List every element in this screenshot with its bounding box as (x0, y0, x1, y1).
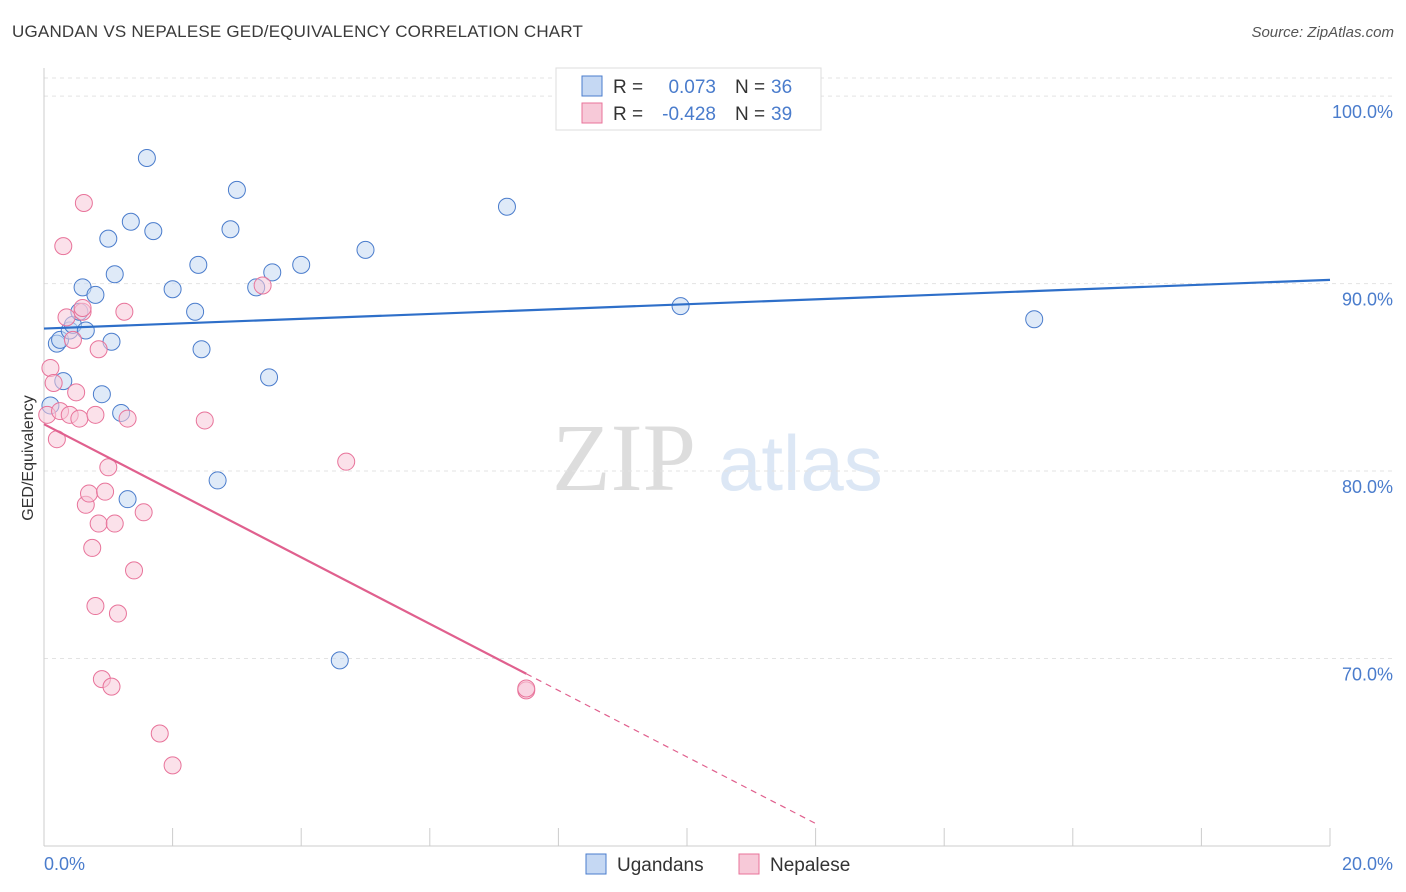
point-ugandans-32 (497, 197, 516, 216)
legend-swatch-nepalese (581, 102, 603, 124)
series-legend-label-nepalese: Nepalese (770, 855, 850, 876)
point-nepalese-2 (44, 373, 63, 392)
point-nepalese-13 (74, 193, 93, 212)
watermark-atlas: atlas (718, 419, 883, 507)
point-nepalese-31 (150, 724, 169, 743)
trend-line-nepalese-extension (525, 673, 816, 825)
point-ugandans-23 (208, 471, 227, 490)
legend-r-value-ugandans: 0.073 (668, 77, 716, 98)
point-nepalese-32 (163, 756, 182, 775)
point-ugandans-27 (260, 368, 279, 387)
point-nepalese-33 (195, 411, 214, 430)
y-tick-label-80: 80.0% (1342, 477, 1393, 497)
point-nepalese-16 (83, 538, 102, 557)
watermark-zip: ZIP (552, 404, 696, 511)
legend-r-value-nepalese: -0.428 (662, 104, 716, 125)
y-tick-label-90: 90.0% (1342, 290, 1393, 310)
point-nepalese-10 (70, 409, 89, 428)
point-ugandans-11 (99, 229, 118, 248)
legend-swatch-ugandans (581, 75, 603, 97)
point-ugandans-25 (227, 180, 246, 199)
series-legend-label-ugandans: Ugandans (617, 855, 704, 876)
point-ugandans-19 (163, 280, 182, 299)
point-ugandans-20 (186, 302, 205, 321)
gridlines (44, 77, 1393, 660)
x-tick-label-min: 0.0% (44, 854, 85, 874)
point-nepalese-30 (134, 503, 153, 522)
point-nepalese-6 (57, 308, 76, 327)
point-nepalese-29 (125, 561, 144, 580)
point-nepalese-8 (63, 330, 82, 349)
y-axis-label: GED/Equivalency (20, 395, 37, 520)
point-nepalese-27 (115, 302, 134, 321)
point-nepalese-25 (105, 514, 124, 533)
trend-lines (43, 278, 1331, 825)
point-ugandans-31 (356, 240, 375, 259)
point-ugandans-34 (1025, 310, 1044, 329)
point-ugandans-21 (189, 255, 208, 274)
point-ugandans-16 (121, 212, 140, 231)
point-nepalese-1 (41, 358, 60, 377)
point-ugandans-30 (330, 651, 349, 670)
stats-legend: R = 0.073 N = 36 R = -0.428 N = 39 (555, 67, 822, 131)
legend-n-value-ugandans: 36 (771, 77, 792, 98)
point-nepalese-9 (67, 383, 86, 402)
x-axis-ticks (43, 828, 1331, 846)
point-nepalese-26 (108, 604, 127, 623)
series-legend-swatch-nepalese (738, 853, 760, 875)
trend-line-ugandans (43, 278, 1331, 330)
watermark: ZIP atlas (552, 404, 883, 511)
point-nepalese-28 (118, 409, 137, 428)
point-nepalese-24 (102, 677, 121, 696)
point-ugandans-17 (137, 148, 156, 167)
legend-r-label-2: R = (613, 104, 643, 125)
point-ugandans-28 (263, 263, 282, 282)
legend-n-label: N = (735, 77, 765, 98)
y-tick-label-100: 100.0% (1332, 102, 1393, 122)
point-ugandans-33 (671, 297, 690, 316)
point-ugandans-29 (292, 255, 311, 274)
point-nepalese-12 (73, 298, 92, 317)
series-legend-swatch-ugandans (585, 853, 607, 875)
point-nepalese-5 (54, 237, 73, 256)
point-nepalese-23 (99, 458, 118, 477)
point-ugandans-10 (92, 385, 111, 404)
trend-line-nepalese (43, 423, 527, 675)
point-ugandans-15 (118, 490, 137, 509)
point-ugandans-24 (221, 220, 240, 239)
point-nepalese-22 (96, 482, 115, 501)
point-nepalese-17 (86, 597, 105, 616)
point-nepalese-18 (86, 405, 105, 424)
legend-r-label: R = (613, 77, 643, 98)
point-ugandans-18 (144, 222, 163, 241)
point-nepalese-35 (337, 452, 356, 471)
point-nepalese-20 (89, 340, 108, 359)
chart-title: UGANDAN VS NEPALESE GED/EQUIVALENCY CORR… (12, 22, 584, 41)
y-tick-labels: 70.0% 80.0% 90.0% 100.0% (1332, 102, 1393, 684)
point-ugandans-13 (105, 265, 124, 284)
data-points (38, 148, 1044, 775)
point-nepalese-37 (517, 679, 536, 698)
legend-n-value-nepalese: 39 (771, 104, 792, 125)
y-tick-label-70: 70.0% (1342, 665, 1393, 685)
x-tick-label-max: 20.0% (1342, 854, 1393, 874)
source-credit: Source: ZipAtlas.com (1251, 24, 1394, 41)
point-nepalese-15 (80, 484, 99, 503)
point-nepalese-34 (253, 276, 272, 295)
legend-n-label-2: N = (735, 104, 765, 125)
point-ugandans-22 (192, 340, 211, 359)
series-legend: Ugandans Nepalese (585, 853, 850, 876)
point-nepalese-19 (89, 514, 108, 533)
point-ugandans-9 (86, 285, 105, 304)
